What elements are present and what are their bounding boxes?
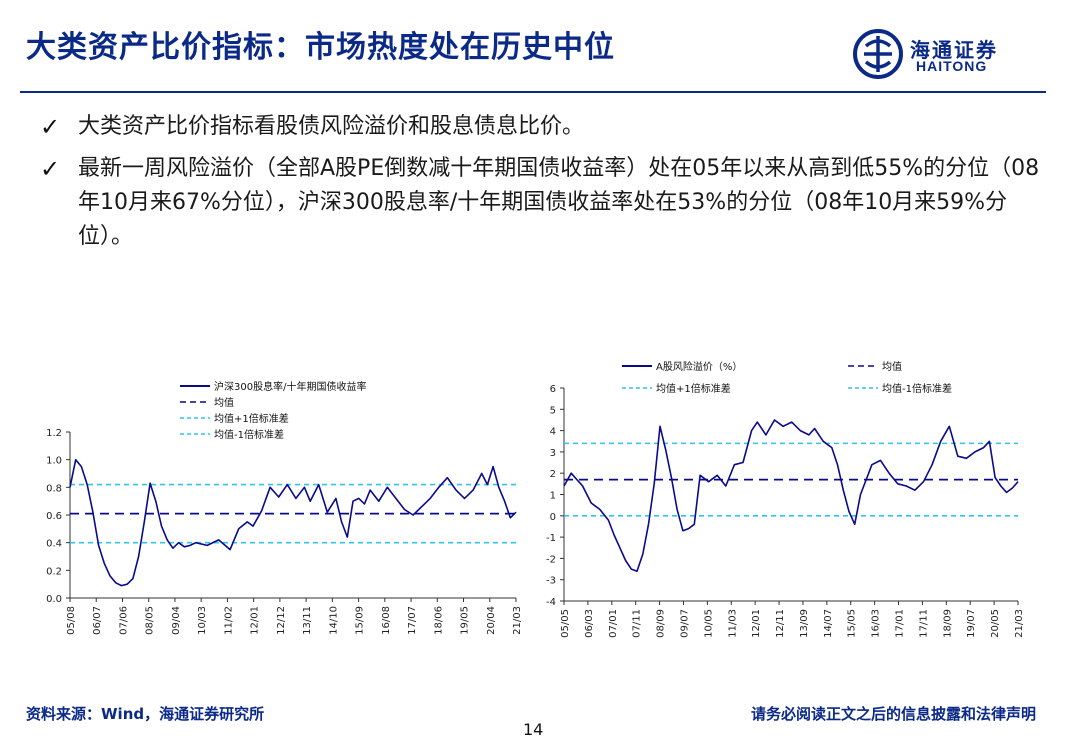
x-tick-label: 06/07 bbox=[92, 606, 103, 635]
legend-label: 均值+1倍标准差 bbox=[214, 412, 289, 425]
y-tick-label: -1 bbox=[546, 533, 556, 544]
y-tick-label: 0.0 bbox=[46, 594, 62, 605]
legend-label: 均值-1倍标准差 bbox=[882, 382, 952, 395]
x-tick-label: 19/07 bbox=[966, 609, 977, 638]
x-tick-label: 18/06 bbox=[433, 606, 444, 635]
dividend-yield-ratio-chart: 0.0 0.2 0.4 0.6 0.8 1.0 1.2 05/08 06/07 07/06 08/0… bbox=[46, 380, 523, 635]
x-tick-label: 19/05 bbox=[460, 606, 471, 635]
x-tick-label: 21/03 bbox=[1014, 609, 1025, 638]
bullet-item: ✓ 最新一周风险溢价（全部A股PE倒数减十年期国债收益率）处在05年以来从高到低… bbox=[40, 152, 1060, 254]
y-tick-label: 3 bbox=[550, 448, 556, 459]
y-tick-label: 1 bbox=[550, 491, 556, 502]
x-tick-label: 10/03 bbox=[197, 606, 208, 635]
y-tick-label: -3 bbox=[546, 576, 556, 587]
bullet-list: ✓ 大类资产比价指标看股债风险溢价和股息债息比价。 ✓ 最新一周风险溢价（全部A… bbox=[40, 110, 1060, 262]
checkmark-icon: ✓ bbox=[40, 155, 61, 183]
y-tick-label: -2 bbox=[546, 554, 556, 565]
x-tick-label: 09/04 bbox=[171, 606, 182, 635]
bullet-item: ✓ 大类资产比价指标看股债风险溢价和股息债息比价。 bbox=[40, 110, 1060, 144]
x-tick-label: 16/03 bbox=[871, 609, 882, 638]
legend-label: 均值 bbox=[882, 360, 902, 373]
haitong-logo: 海通证券 HAITONG bbox=[852, 28, 1052, 84]
y-tick-label: 1.2 bbox=[46, 428, 62, 439]
checkmark-icon: ✓ bbox=[40, 113, 61, 141]
x-tick-label: 13/09 bbox=[799, 609, 810, 638]
y-tick-label: 0.8 bbox=[46, 483, 62, 494]
legend-label: A股风险溢价（%） bbox=[656, 360, 742, 373]
bullet-text: 大类资产比价指标看股债风险溢价和股息债息比价。 bbox=[78, 114, 585, 139]
bullet-text: 最新一周风险溢价（全部A股PE倒数减十年期国债收益率）处在05年以来从高到低55… bbox=[78, 156, 1040, 249]
x-tick-label: 18/09 bbox=[942, 609, 953, 638]
x-tick-label: 14/10 bbox=[328, 606, 339, 635]
disclaimer-note: 请务必阅读正文之后的信息披露和法律声明 bbox=[750, 705, 1036, 723]
x-tick-label: 07/06 bbox=[118, 606, 129, 635]
x-tick-label: 20/04 bbox=[486, 606, 497, 635]
series-line bbox=[563, 419, 1019, 572]
x-tick-label: 17/07 bbox=[407, 606, 418, 635]
y-tick-label: 4 bbox=[550, 427, 556, 438]
x-tick-label: 15/09 bbox=[355, 606, 366, 635]
y-tick-label: 1.0 bbox=[46, 456, 62, 467]
x-tick-label: 07/01 bbox=[608, 609, 619, 638]
x-tick-label: 08/05 bbox=[145, 606, 156, 635]
page-title: 大类资产比价指标：市场热度处在历史中位 bbox=[26, 30, 615, 65]
x-tick-label: 14/07 bbox=[823, 609, 834, 638]
legend-label: 均值 bbox=[214, 396, 234, 409]
y-tick-label: 6 bbox=[550, 384, 556, 395]
x-tick-label: 10/05 bbox=[703, 609, 714, 638]
x-tick-label: 11/02 bbox=[223, 606, 234, 635]
x-tick-label: 12/01 bbox=[751, 609, 762, 638]
x-tick-label: 08/09 bbox=[656, 609, 667, 638]
legend-label: 沪深300股息率/十年期国债收益率 bbox=[214, 380, 366, 393]
x-tick-label: 20/05 bbox=[990, 609, 1001, 638]
x-tick-label: 16/08 bbox=[381, 606, 392, 635]
x-tick-label: 05/08 bbox=[66, 606, 77, 635]
x-tick-label: 12/01 bbox=[250, 606, 261, 635]
y-tick-label: 2 bbox=[550, 469, 556, 480]
y-tick-label: 0.6 bbox=[46, 511, 62, 522]
y-tick-label: 0 bbox=[550, 512, 556, 523]
x-tick-label: 17/11 bbox=[918, 609, 929, 638]
title-divider bbox=[20, 91, 1046, 93]
x-tick-label: 11/03 bbox=[727, 609, 738, 638]
x-tick-label: 05/05 bbox=[560, 609, 571, 638]
x-tick-label: 12/11 bbox=[775, 609, 786, 638]
equity-risk-premium-chart: -4 -3 -2 -1 0 1 2 3 4 5 6 05/05 06/03 07/01 07/11 08/09… bbox=[546, 360, 1025, 638]
x-tick-label: 09/07 bbox=[679, 609, 690, 638]
x-tick-label: 21/03 bbox=[512, 606, 523, 635]
y-tick-label: 0.4 bbox=[46, 539, 62, 550]
legend-label: 均值-1倍标准差 bbox=[214, 428, 284, 441]
page-number: 14 bbox=[523, 720, 544, 739]
legend-label: 均值+1倍标准差 bbox=[656, 382, 731, 395]
x-tick-label: 12/12 bbox=[276, 606, 287, 635]
haitong-logo-icon bbox=[853, 29, 903, 79]
x-tick-label: 07/11 bbox=[632, 609, 643, 638]
y-tick-label: -4 bbox=[546, 597, 556, 608]
x-tick-label: 06/03 bbox=[584, 609, 595, 638]
source-note: 资料来源：Wind，海通证券研究所 bbox=[26, 705, 265, 723]
series-line bbox=[69, 458, 517, 587]
x-tick-label: 17/01 bbox=[895, 609, 906, 638]
y-tick-label: 5 bbox=[550, 405, 556, 416]
logo-english-name: HAITONG bbox=[916, 58, 988, 74]
logo-chinese-name: 海通证券 bbox=[910, 38, 998, 62]
x-tick-label: 13/11 bbox=[302, 606, 313, 635]
y-tick-label: 0.2 bbox=[46, 566, 62, 577]
x-tick-label: 15/05 bbox=[847, 609, 858, 638]
